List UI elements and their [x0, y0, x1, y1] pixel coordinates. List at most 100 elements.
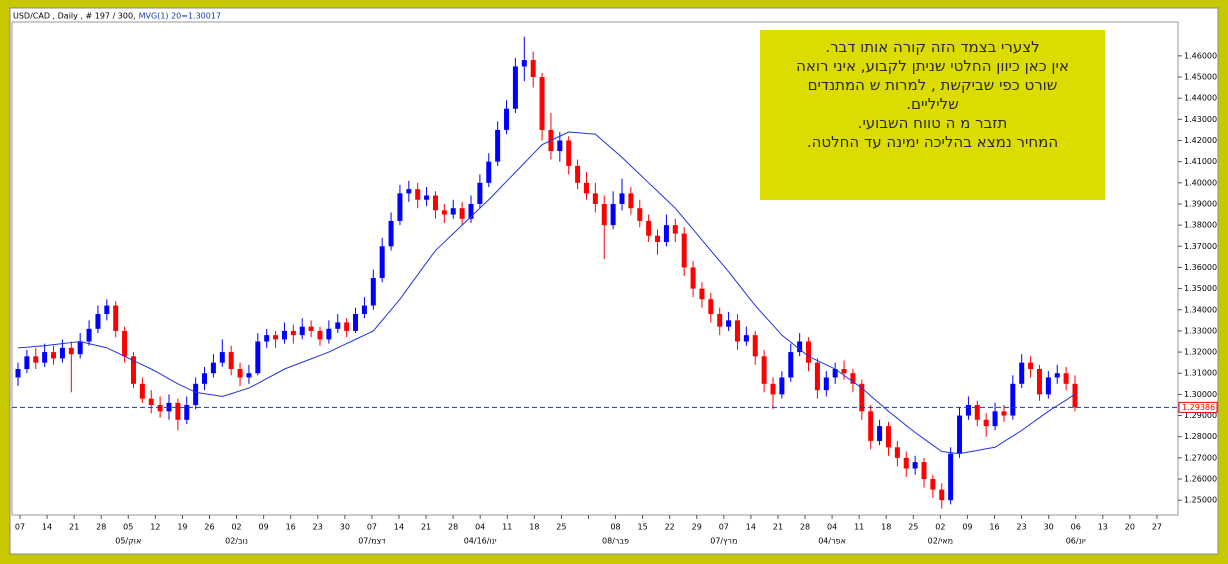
- candle-body: [1001, 411, 1007, 416]
- candle-body: [15, 369, 21, 378]
- x-tick-label: 21: [421, 523, 431, 532]
- candle-body: [397, 193, 403, 221]
- candle-body: [1028, 362, 1034, 370]
- moving-average-line: [17, 131, 1076, 455]
- x-tick-label: 09: [259, 523, 269, 532]
- y-tick-label: 1.43000: [1184, 115, 1217, 124]
- x-tick-label: 18: [881, 523, 891, 532]
- candle-body: [24, 356, 30, 370]
- candle-body: [974, 404, 980, 420]
- candle-body: [912, 462, 918, 469]
- x-tick-label: 30: [1044, 523, 1054, 532]
- candle-body: [655, 235, 661, 243]
- y-tick-label: 1.39000: [1184, 199, 1217, 208]
- candle-body: [148, 398, 154, 405]
- candle-body: [370, 278, 376, 306]
- candle-body: [459, 208, 465, 219]
- candle-body: [992, 411, 998, 427]
- candle-body: [530, 60, 536, 78]
- x-tick-label: 19: [177, 523, 187, 532]
- candle-body: [139, 383, 145, 399]
- candle-body: [424, 195, 430, 200]
- x-tick-label: 09: [962, 523, 972, 532]
- x-tick-label: 04: [827, 523, 837, 532]
- candle-body: [504, 108, 510, 130]
- x-tick-label: 02: [231, 523, 241, 532]
- candle-body: [228, 352, 234, 370]
- y-tick-label: 1.30000: [1184, 390, 1217, 399]
- candle-body: [1072, 383, 1078, 408]
- candle-body: [752, 335, 758, 357]
- candle-body: [592, 193, 598, 204]
- candle-body: [788, 352, 794, 378]
- candle-body: [583, 182, 589, 194]
- period-label: 02/נוב: [225, 537, 248, 546]
- candle-body: [415, 189, 421, 200]
- y-tick-label: 1.36000: [1184, 263, 1217, 272]
- candle-body: [859, 383, 865, 412]
- x-tick-label: 23: [1016, 523, 1026, 532]
- y-tick-label: 1.27000: [1184, 453, 1217, 462]
- x-tick-label: 14: [42, 523, 52, 532]
- candle-body: [930, 479, 936, 490]
- y-tick-label: 1.35000: [1184, 284, 1217, 293]
- x-tick-label: 02: [935, 523, 945, 532]
- candle-body: [51, 352, 57, 359]
- candle-body: [761, 356, 767, 384]
- candle-body: [42, 352, 48, 363]
- candle-body: [841, 369, 847, 374]
- x-tick-label: 25: [908, 523, 918, 532]
- candle-body: [566, 140, 572, 166]
- candle-body: [1010, 383, 1016, 416]
- annotation-line: המחיר נמצא בהליכה ימינה עד החלטה.: [806, 133, 1059, 151]
- candle-body: [948, 453, 954, 501]
- candle-body: [699, 288, 705, 300]
- candle-body: [850, 373, 856, 384]
- candle-body: [450, 208, 456, 215]
- candle-body: [708, 299, 714, 314]
- candle-body: [983, 419, 989, 427]
- x-tick-label: 11: [854, 523, 864, 532]
- x-tick-label: 08: [610, 523, 620, 532]
- candle-body: [557, 140, 563, 152]
- x-tick-label: 14: [746, 523, 756, 532]
- last-price-box: [1178, 401, 1218, 413]
- annotation-line: שליליים.: [906, 95, 959, 113]
- candle-body: [495, 129, 501, 162]
- candle-body: [379, 246, 385, 279]
- candle-body: [486, 161, 492, 183]
- candle-body: [246, 373, 252, 378]
- candle-body: [628, 193, 634, 209]
- candle-body: [299, 326, 305, 336]
- period-label: 07/דצמ: [358, 537, 386, 546]
- candle-body: [184, 404, 190, 420]
- period-label: 05/אוק: [115, 537, 141, 546]
- x-tick-label: 20: [1125, 523, 1135, 532]
- annotation-line: לצערי בצמד הזה קורה אותו דבר.: [825, 38, 1040, 56]
- candle-body: [1036, 369, 1042, 395]
- candle-body: [175, 402, 181, 420]
- y-tick-label: 1.42000: [1184, 136, 1217, 145]
- candle-body: [68, 347, 74, 355]
- x-tick-label: 07: [719, 523, 729, 532]
- candle-body: [610, 203, 616, 226]
- y-tick-label: 1.34000: [1184, 305, 1217, 314]
- candle-body: [77, 341, 83, 355]
- candle-body: [33, 356, 39, 363]
- candle-body: [894, 447, 900, 458]
- candle-body: [823, 377, 829, 391]
- x-tick-label: 22: [665, 523, 675, 532]
- candle-body: [637, 208, 643, 221]
- x-tick-label: 05: [123, 523, 133, 532]
- period-label: 04/16/ינו: [464, 537, 497, 546]
- x-tick-label: 06: [1071, 523, 1081, 532]
- x-tick-label: 12: [150, 523, 160, 532]
- x-tick-label: 11: [502, 523, 512, 532]
- x-tick-label: 28: [800, 523, 810, 532]
- candle-body: [406, 189, 412, 194]
- candle-body: [255, 341, 261, 374]
- y-tick-label: 1.26000: [1184, 475, 1217, 484]
- annotation-line: תזבר מ ה טווח השבועי.: [857, 114, 1008, 132]
